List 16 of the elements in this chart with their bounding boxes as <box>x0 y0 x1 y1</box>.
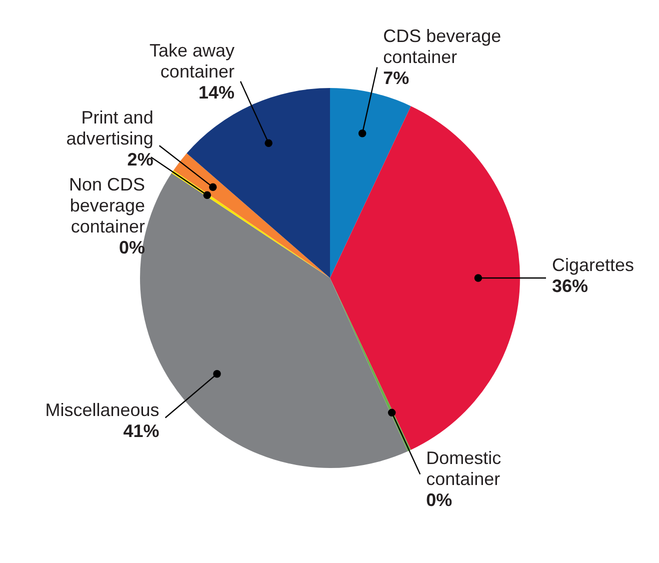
data-label: 2% <box>127 150 154 170</box>
pie-slice <box>330 88 411 278</box>
data-label: 0% <box>426 490 452 510</box>
pie-slice <box>186 88 330 278</box>
slice-label: CDS beverage container <box>383 26 502 67</box>
data-label: 41% <box>123 420 160 441</box>
slice-label: Cigarettes <box>552 255 634 275</box>
slice-label: Non CDS beverage container <box>68 174 145 237</box>
pie-slice <box>330 106 520 450</box>
slice-label: Print and advertising <box>66 108 154 149</box>
data-label: 7% <box>383 68 410 88</box>
slice-label: Domestic container <box>426 448 502 490</box>
data-label: 36% <box>552 276 588 296</box>
slice-label: Miscellaneous <box>45 400 160 420</box>
slice-label: Take away container <box>149 40 234 82</box>
data-label: 14% <box>198 82 234 103</box>
